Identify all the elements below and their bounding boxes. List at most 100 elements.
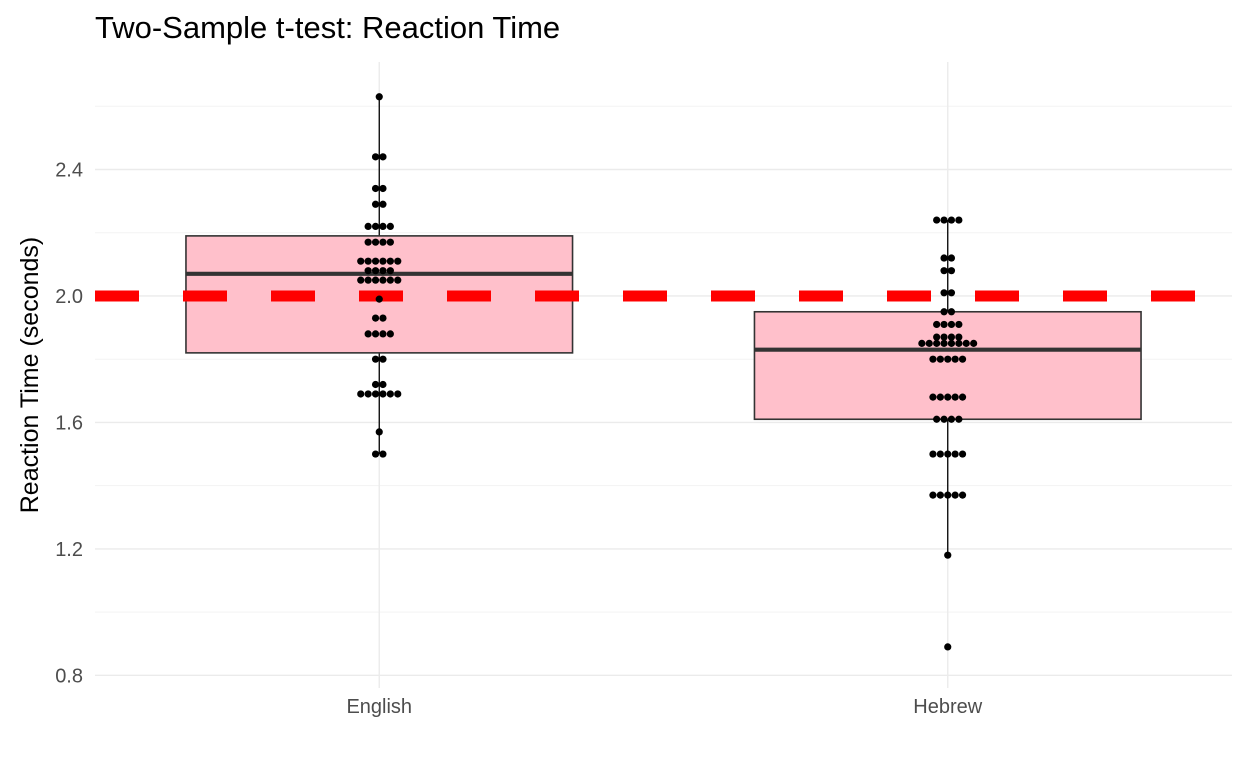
data-point <box>958 355 967 363</box>
data-point <box>940 289 948 297</box>
data-point <box>371 390 380 398</box>
data-point <box>371 238 380 246</box>
data-point <box>955 320 963 329</box>
data-point <box>371 330 380 338</box>
data-point <box>940 320 948 329</box>
data-point <box>371 257 380 265</box>
data-point <box>371 355 380 363</box>
data-point <box>364 267 372 275</box>
axis-layer: 0.8 1.2 1.6 2.0 2.4 English Hebrew Reaction Tim… <box>16 159 983 718</box>
data-point <box>955 339 963 347</box>
data-point <box>940 216 948 224</box>
point-layer <box>357 93 978 651</box>
data-point <box>951 355 959 363</box>
data-point <box>379 355 387 363</box>
data-point <box>386 257 394 265</box>
data-point <box>357 276 365 284</box>
data-point <box>940 254 948 262</box>
data-point <box>371 153 380 161</box>
data-point <box>394 257 402 265</box>
box-layer <box>185 96 1142 556</box>
data-point <box>929 355 937 363</box>
data-point <box>929 393 937 401</box>
data-point <box>944 551 952 559</box>
data-point <box>944 491 952 499</box>
data-point <box>951 450 959 458</box>
data-point <box>357 257 365 265</box>
data-point <box>933 320 941 329</box>
data-point <box>386 222 394 231</box>
data-point <box>951 393 959 401</box>
data-point <box>379 184 387 193</box>
data-point <box>379 200 387 208</box>
data-point <box>925 339 933 347</box>
y-axis-title: Reaction Time (seconds) <box>16 237 44 514</box>
data-point <box>364 238 372 246</box>
data-point <box>371 380 380 389</box>
data-point <box>375 295 383 303</box>
x-tick-label: English <box>346 696 412 718</box>
data-point <box>364 257 372 265</box>
box-hebrew <box>753 310 1142 421</box>
data-point <box>379 238 387 246</box>
data-point <box>379 314 387 322</box>
data-point <box>379 330 387 338</box>
data-point <box>936 491 944 499</box>
chart-title: Two-Sample t-test: Reaction Time <box>95 10 561 45</box>
data-point <box>944 393 952 401</box>
data-point <box>364 222 372 231</box>
data-point <box>379 450 387 458</box>
y-tick-label: 0.8 <box>55 665 83 687</box>
data-point <box>933 415 941 423</box>
data-point <box>364 390 372 398</box>
data-point <box>947 415 956 423</box>
data-point <box>933 216 941 224</box>
data-point <box>371 267 380 275</box>
data-point <box>371 450 380 458</box>
data-point <box>947 333 956 341</box>
data-point <box>371 222 380 231</box>
data-point <box>947 267 956 275</box>
data-point <box>379 257 387 265</box>
data-point <box>940 339 948 347</box>
data-point <box>379 380 387 389</box>
data-point <box>929 491 937 499</box>
data-point <box>940 267 948 275</box>
data-point <box>379 276 387 284</box>
data-point <box>958 393 967 401</box>
data-point <box>386 238 394 246</box>
data-point <box>375 428 383 436</box>
data-point <box>394 390 402 398</box>
data-point <box>386 330 394 338</box>
y-tick-label: 2.4 <box>55 159 83 181</box>
data-point <box>375 93 383 101</box>
data-point <box>394 276 402 284</box>
data-point <box>958 491 967 499</box>
data-point <box>379 267 387 275</box>
data-point <box>386 267 394 275</box>
x-tick-label: Hebrew <box>913 696 982 718</box>
data-point <box>955 415 963 423</box>
data-point <box>371 276 380 284</box>
data-point <box>371 184 380 193</box>
data-point <box>947 289 956 297</box>
data-point <box>364 330 372 338</box>
data-point <box>933 333 941 341</box>
data-point <box>936 355 944 363</box>
data-point <box>379 222 387 231</box>
data-point <box>944 643 952 651</box>
data-point <box>947 320 956 329</box>
data-point <box>929 450 937 458</box>
data-point <box>940 308 948 316</box>
data-point <box>951 491 959 499</box>
data-point <box>955 216 963 224</box>
data-point <box>936 393 944 401</box>
data-point <box>371 314 380 322</box>
data-point <box>379 390 387 398</box>
data-point <box>940 333 948 341</box>
y-tick-label: 1.6 <box>55 412 83 434</box>
data-point <box>933 339 941 347</box>
data-point <box>936 450 944 458</box>
